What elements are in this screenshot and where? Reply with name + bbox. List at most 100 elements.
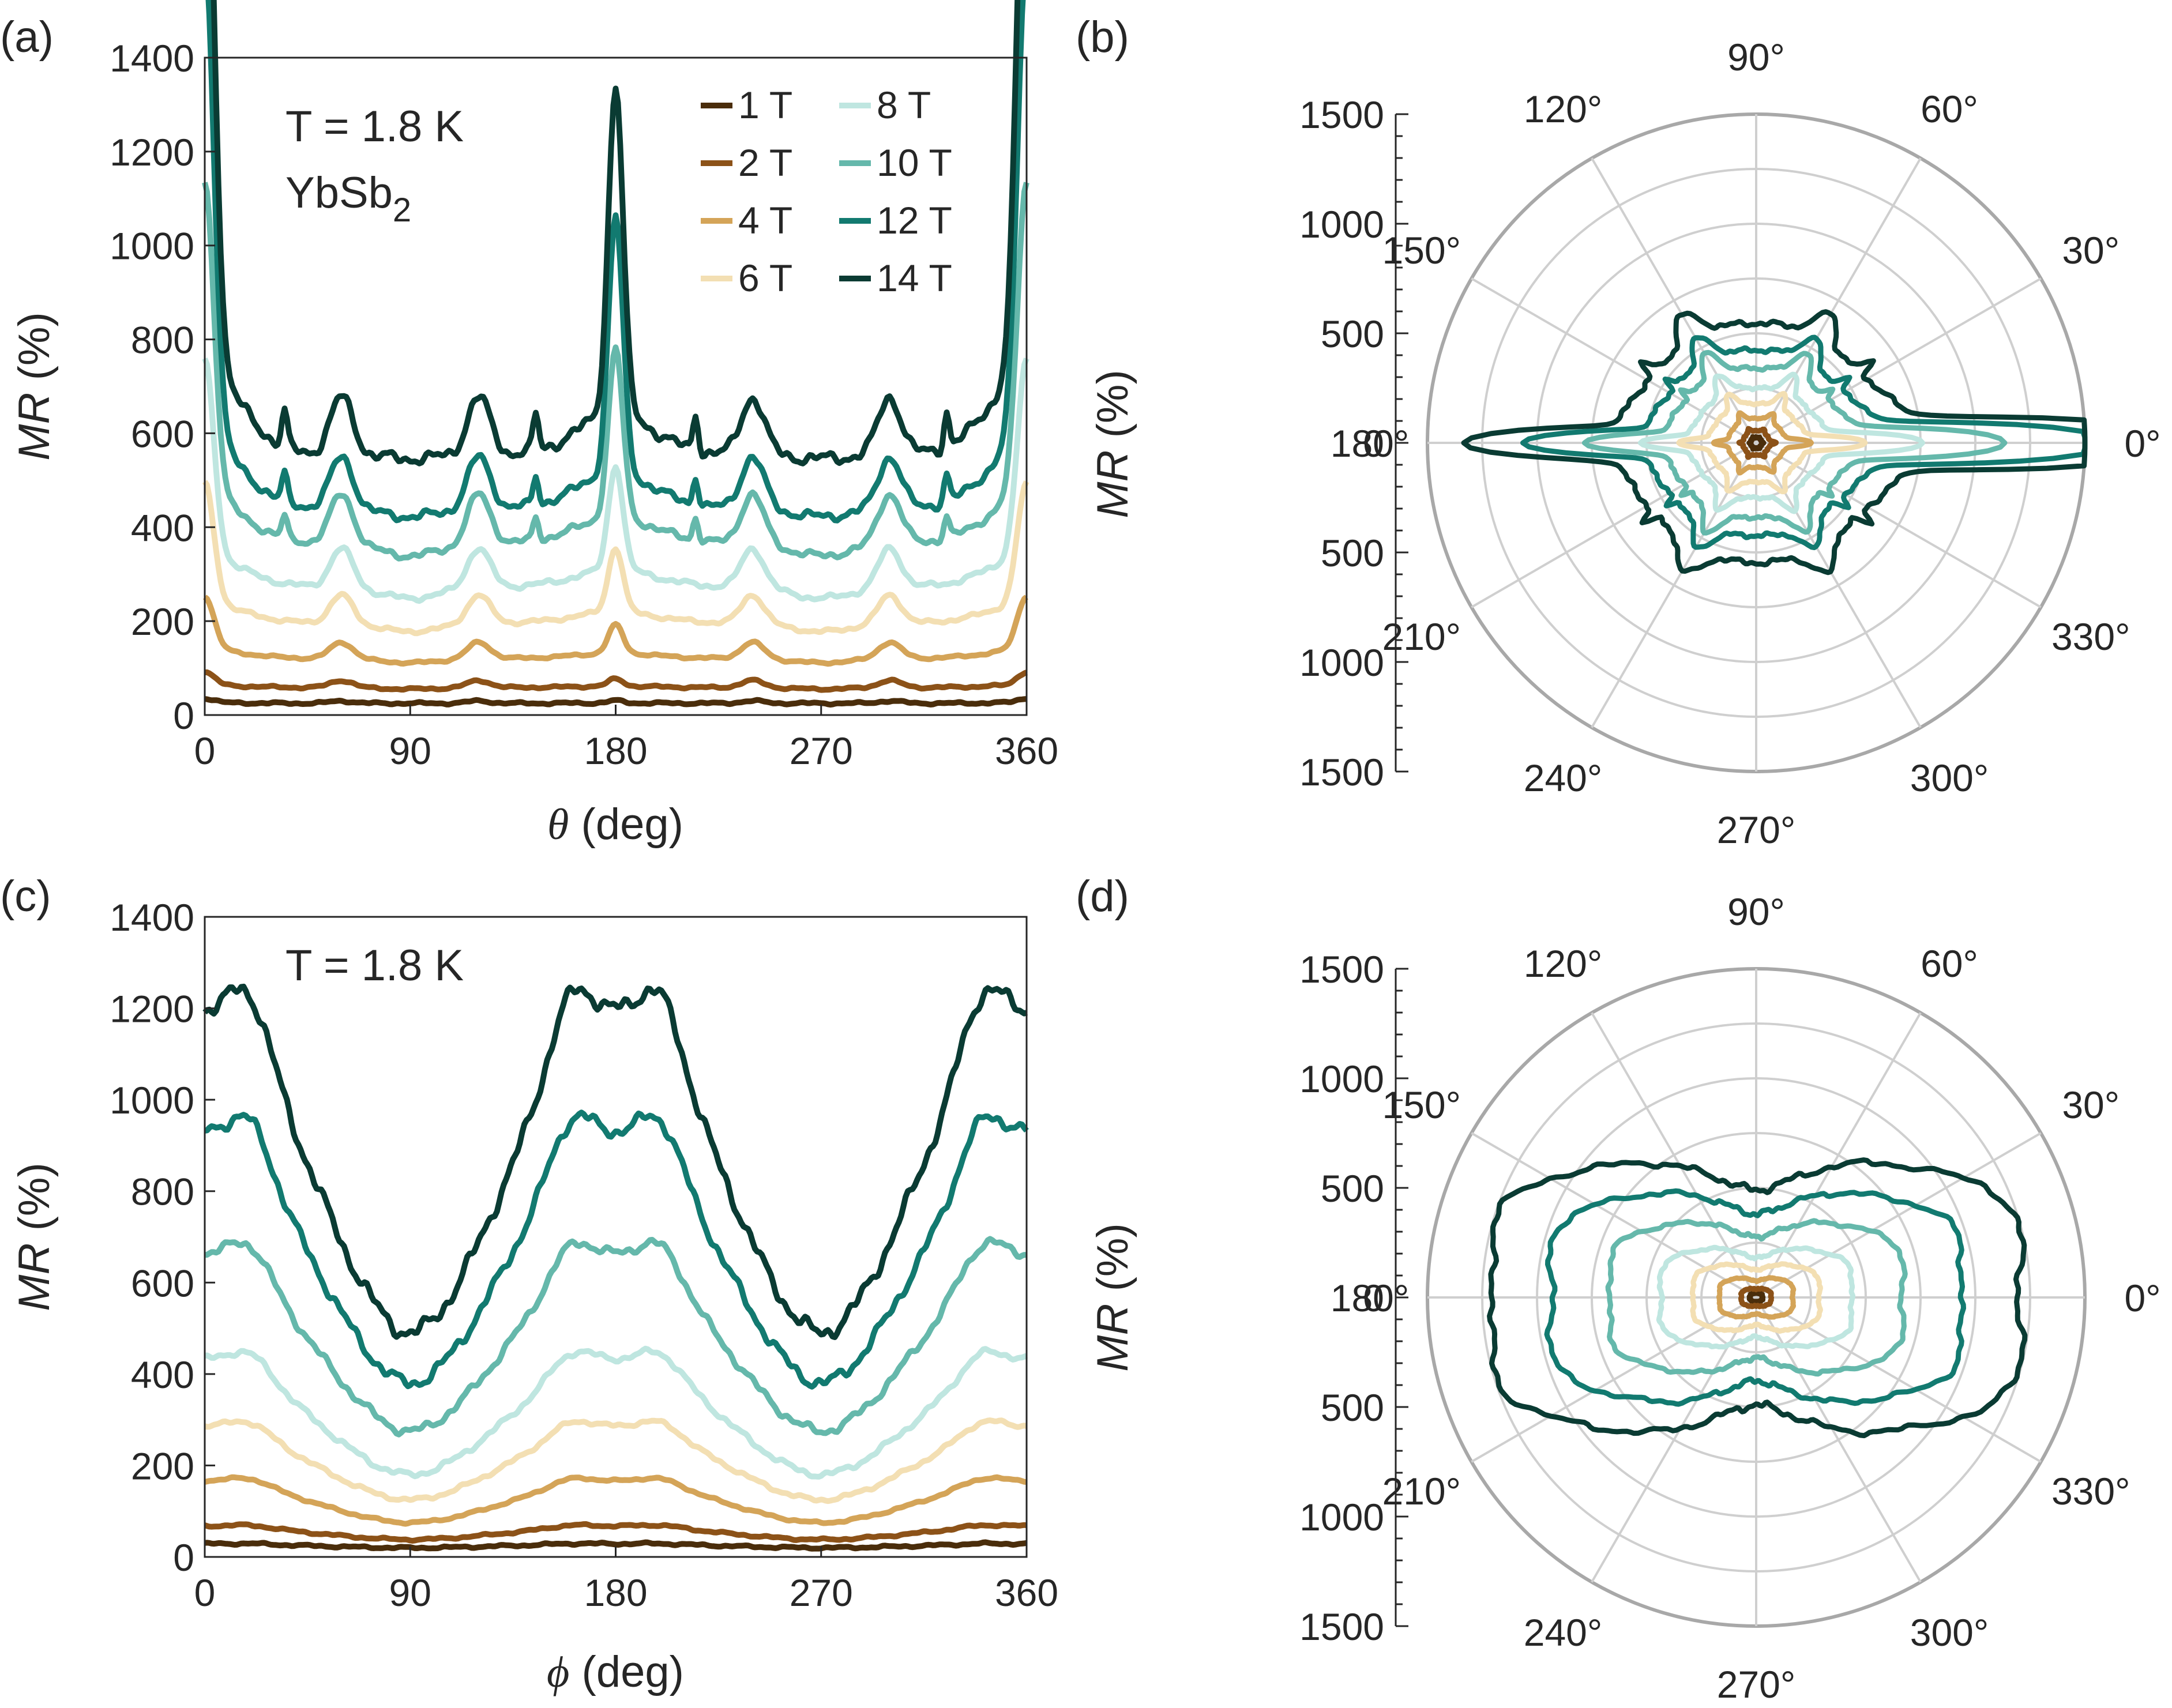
polar-angle-label: 60° [1921,88,1978,130]
y-tick-label: 600 [131,1262,194,1304]
phi-symbol: ϕ [547,1648,569,1696]
panel-label-a: (a) [0,13,54,62]
panel-a-xlabel: θ (deg) [547,800,683,849]
panel-b-ylabel: MR (%) [1088,370,1137,518]
polar-angle-label: 270° [1717,1663,1796,1706]
x-tick-label: 270 [790,1571,853,1614]
x-tick-label: 180 [584,1571,647,1614]
panel-d-polar: 0°30°60°90°120°150°180°210°240°270°300°3… [1088,890,2161,1706]
series-line-12T [204,1109,1029,1390]
panel-a-annotation-compound: YbSb2 [285,168,411,229]
radial-tick-label: 1500 [1299,93,1384,136]
polar-spoke [1471,277,2042,608]
panel-a-ylabel: MR (%) [10,312,59,461]
panel-a-annotation-temp: T = 1.8 K [285,102,464,151]
polar-angle-label: 330° [2051,615,2130,658]
panel-label-c: (c) [0,872,51,921]
series-line-8T [202,357,1029,604]
series-line-12T [205,0,1026,524]
y-tick-label: 1200 [110,131,194,174]
polar-angle-label: 300° [1910,757,1989,799]
polar-angle-label: 0° [2124,422,2160,465]
panel-a-chart: 0 90 180 270 360 0 200 400 600 800 1000 1200 1400 T … [10,0,1058,849]
polar-angle-label: 270° [1717,808,1796,851]
panel-c-xlabel-unit: (deg) [569,1647,684,1696]
panel-b-radial-axis: 1500 1000 500 0 500 1000 1500 [1299,93,1408,793]
y-tick-label: 400 [131,1353,194,1396]
x-tick-label: 0 [194,1571,216,1614]
polar-angle-label: 150° [1382,1084,1461,1126]
polar-series-10T [1581,349,2008,536]
y-tick-label: 800 [131,1171,194,1213]
polar-series-14T [1461,309,2088,575]
polar-series-2T [1736,426,1779,460]
x-tick-label: 180 [584,729,647,772]
panel-d-ylabel: MR (%) [1088,1223,1137,1372]
radial-tick-label: 1500 [1299,948,1384,991]
polar-angle-label: 0° [2124,1277,2160,1319]
polar-series-10T [1605,1218,1908,1377]
radial-tick-label: 1000 [1299,1058,1384,1100]
legend-label: 6 T [738,257,792,299]
radial-tick-label: 0 [1363,422,1384,465]
panel-d-ylabel-unit: (%) [1088,1223,1137,1303]
series-line-8T [204,1345,1028,1480]
polar-angle-label: 300° [1910,1611,1989,1654]
series-line-1T [204,1539,1027,1552]
polar-angle-label: 240° [1524,1611,1603,1654]
panel-label-d: (d) [1076,872,1129,921]
series-line-10T [202,182,1029,562]
panel-b-ylabel-unit: (%) [1088,370,1137,450]
y-tick-label: 200 [131,1444,194,1487]
panel-d-radial-axis: 1500 1000 500 0 500 1000 1500 [1299,948,1408,1648]
radial-tick-label: 0 [1363,1277,1384,1319]
radial-tick-label: 1000 [1299,203,1384,246]
panel-a-ticks: 0 90 180 270 360 0 200 400 600 800 1000 1200 1400 [110,37,1058,772]
panel-label-b: (b) [1076,13,1129,62]
panel-d-grid: 0°30°60°90°120°150°180°210°240°270°300°3… [1331,890,2161,1706]
series-line-2T [204,1521,1027,1544]
polar-series-6T [1676,391,1868,495]
polar-series-8T [1637,371,1925,514]
y-tick-label: 1200 [110,988,194,1030]
y-tick-label: 0 [173,694,194,737]
legend-label: 4 T [738,199,792,242]
x-tick-label: 90 [389,729,431,772]
panel-d-ylabel-mr: MR [1088,1304,1137,1372]
panel-c-xlabel: ϕ (deg) [547,1647,684,1696]
y-tick-label: 1000 [110,225,194,268]
y-tick-label: 1000 [110,1079,194,1122]
polar-series-4T [1711,410,1814,476]
legend: 1 T 2 T 4 T 6 T 8 T 10 T 12 T 14 T [701,84,952,299]
polar-angle-label: 210° [1382,615,1461,658]
polar-angle-label: 120° [1524,942,1603,985]
polar-angle-label: 30° [2062,229,2120,272]
polar-series-8T [1656,1244,1855,1350]
panel-a-ylabel-mr: MR [10,393,59,461]
series-line-4T [202,595,1029,667]
x-tick-label: 270 [790,729,853,772]
polar-series-12T [1520,334,2088,551]
panel-a-series [202,0,1029,708]
panel-b-ylabel-mr: MR [1088,450,1137,518]
polar-series-1T [1746,1290,1766,1305]
legend-label: 1 T [738,84,792,126]
panel-c-chart: 0 90 180 270 360 0 200 400 600 800 1000 1200 1400 T … [10,896,1058,1696]
panel-c-annotation-temp: T = 1.8 K [285,941,464,990]
radial-tick-label: 1000 [1299,641,1384,684]
panel-a-ylabel-unit: (%) [10,312,59,392]
polar-angle-label: 90° [1727,890,1785,933]
compound-subscript: 2 [393,191,411,229]
x-tick-label: 360 [995,1571,1058,1614]
panel-c-ylabel-mr: MR [10,1243,59,1311]
panel-d-series [1487,1157,2028,1439]
panel-c-series [202,983,1029,1552]
x-tick-label: 0 [194,729,216,772]
x-tick-label: 360 [995,729,1058,772]
series-line-1T [204,696,1027,708]
polar-angle-label: 210° [1382,1470,1461,1513]
polar-series-1T [1746,434,1767,452]
radial-tick-label: 1500 [1299,1605,1384,1648]
series-line-2T [204,669,1028,693]
